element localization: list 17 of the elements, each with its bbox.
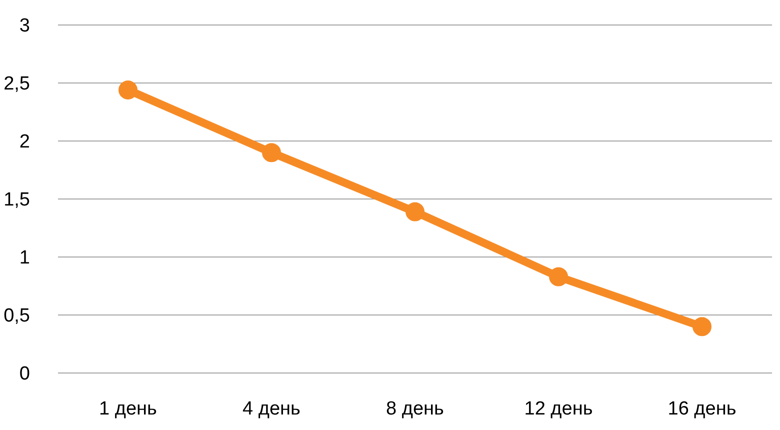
- point: [549, 267, 568, 286]
- x-tick-label: 16 день: [668, 398, 736, 420]
- point: [118, 80, 138, 100]
- point: [406, 202, 424, 222]
- y-tick-label: 1: [19, 248, 30, 269]
- y-tick-label: 0: [19, 364, 30, 385]
- x-tick-label: 12 день: [524, 398, 593, 420]
- y-tick-label: 0,5: [4, 306, 30, 327]
- point: [692, 317, 712, 336]
- x-tick-label: 1 день: [99, 398, 158, 420]
- x-tick-label: 8 день: [386, 398, 444, 420]
- y-tick-label: 2,5: [4, 74, 30, 95]
- x-tick-label: 4 день: [242, 398, 301, 420]
- y-tick-label: 2: [19, 132, 30, 153]
- y-tick-label: 3: [19, 16, 30, 37]
- y-tick-label: 1,5: [4, 190, 30, 211]
- point: [262, 143, 281, 162]
